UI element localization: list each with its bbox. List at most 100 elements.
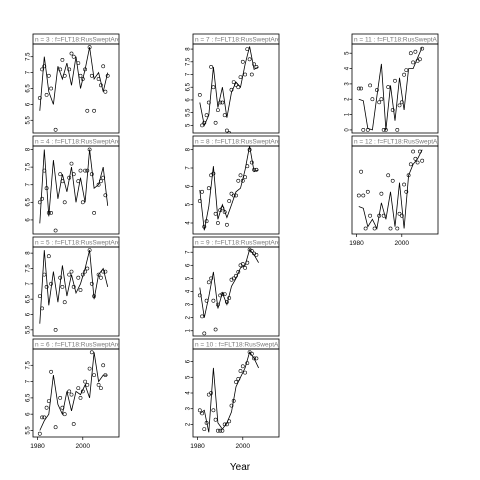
data-point (78, 73, 83, 78)
data-point (420, 46, 425, 51)
data-point (247, 57, 252, 62)
data-point (96, 77, 101, 81)
data-point (402, 182, 407, 187)
y-tick-label: 6 (186, 359, 192, 363)
y-tick-label: 8 (26, 147, 32, 151)
data-point (99, 83, 103, 88)
x-tick-label: 1980 (190, 443, 205, 450)
data-point (234, 82, 238, 87)
data-point (101, 269, 106, 274)
y-tick-label: 1 (345, 112, 351, 116)
series-fit-line (358, 46, 423, 131)
data-point (87, 366, 92, 371)
x-tick-label: 2000 (395, 240, 410, 247)
y-tick-label: 6 (26, 312, 32, 316)
data-point (240, 364, 245, 369)
data-point (89, 172, 94, 177)
data-point (388, 226, 393, 231)
data-point (240, 178, 245, 183)
data-point (359, 169, 364, 174)
data-point (209, 173, 214, 178)
data-point (359, 86, 364, 91)
data-point (69, 161, 74, 166)
data-point (220, 292, 225, 297)
data-point (245, 260, 250, 265)
data-point (404, 189, 409, 194)
data-point (245, 164, 250, 169)
data-point (101, 64, 106, 69)
data-point (236, 269, 241, 274)
data-point (58, 172, 63, 177)
data-point (103, 193, 108, 198)
data-point (67, 175, 72, 180)
data-point (71, 422, 76, 426)
data-point (215, 221, 220, 225)
data-point (85, 168, 90, 173)
data-point (96, 272, 101, 277)
data-point (243, 265, 248, 270)
series-fit-line (199, 351, 259, 433)
data-point (370, 97, 375, 102)
data-point (224, 422, 229, 427)
data-point (96, 382, 101, 387)
panel-frame (192, 348, 280, 438)
data-point (71, 172, 76, 177)
data-point (238, 369, 243, 373)
data-point (252, 62, 257, 67)
data-point (78, 288, 83, 292)
panel-frame (351, 145, 439, 235)
data-point (220, 428, 225, 433)
data-point (103, 373, 108, 378)
y-tick-label: 5.5 (186, 108, 192, 117)
data-point (40, 67, 45, 72)
data-point (42, 272, 47, 277)
data-point (85, 108, 90, 113)
data-point (197, 408, 202, 413)
data-point (402, 72, 407, 77)
data-point (103, 269, 108, 274)
y-tick-label: 1 (186, 328, 192, 332)
data-point (254, 252, 259, 257)
data-point (361, 193, 366, 198)
data-point (234, 380, 238, 384)
data-point (46, 73, 51, 78)
data-point (368, 83, 373, 88)
series-fit-line (39, 149, 109, 224)
y-tick-label: 6.5 (26, 197, 32, 206)
data-point (42, 168, 47, 173)
panel-frame (32, 246, 120, 337)
y-tick-label: 5 (345, 51, 351, 55)
data-point (397, 211, 402, 216)
data-point (44, 284, 49, 289)
panel-strip-label: n = 3 : f=FLT18:RusSweptArea (35, 37, 125, 44)
data-point (69, 51, 74, 56)
data-point (213, 327, 218, 332)
panel-n=8: n = 8 : f=FLT18:RusSweptArea 4 5 6 7 8 (186, 135, 280, 235)
data-point (395, 127, 400, 132)
data-point (87, 45, 92, 50)
data-point (238, 75, 243, 80)
y-tick-label: 5.5 (26, 426, 32, 435)
data-point (229, 191, 234, 196)
data-point (399, 213, 404, 218)
series-fit-line (199, 146, 259, 231)
panel-n=5: n = 5 : f=FLT18:RusSweptArea 5.5 6 6.5 7 7.5 8 (26, 236, 120, 337)
panel-n=3: n = 3 : f=FLT18:RusSweptArea 5.5 6 6.5 7 7.5 (26, 33, 125, 134)
data-point (49, 210, 54, 215)
data-point (46, 399, 51, 404)
data-point (105, 73, 110, 78)
data-point (209, 276, 214, 281)
data-point (76, 275, 81, 280)
data-point (76, 386, 81, 391)
data-point (227, 419, 232, 424)
data-point (40, 306, 45, 311)
data-point (83, 269, 88, 274)
data-point (236, 376, 241, 381)
data-point (411, 60, 416, 65)
data-point (69, 392, 74, 397)
y-tick-label: 6 (186, 98, 192, 102)
series-fit-line (358, 149, 423, 230)
x-tick-label: 1980 (349, 240, 364, 247)
y-tick-label: 6.5 (26, 84, 32, 93)
